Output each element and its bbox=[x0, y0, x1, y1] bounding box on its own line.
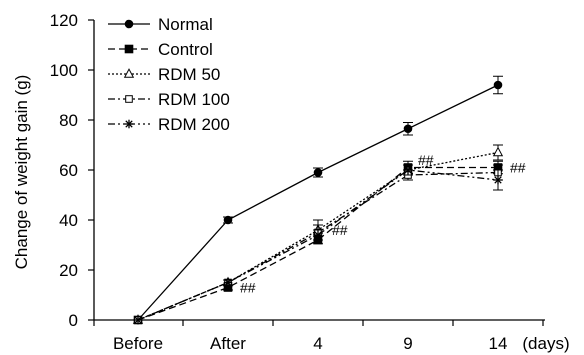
significance-annotation: ## bbox=[332, 222, 348, 238]
data-point bbox=[313, 168, 323, 177]
data-point bbox=[223, 215, 233, 225]
data-point-stroke bbox=[314, 231, 322, 239]
series-line bbox=[137, 169, 499, 321]
legend-marker bbox=[124, 44, 134, 54]
x-tick-label: 4 bbox=[313, 334, 322, 353]
data-point-stroke bbox=[404, 166, 412, 174]
legend-marker bbox=[123, 68, 135, 78]
y-axis-title: Change of weight gain (g) bbox=[12, 75, 31, 270]
legend-label: Normal bbox=[158, 15, 213, 34]
data-point bbox=[223, 278, 233, 287]
x-tick-label: 9 bbox=[403, 334, 412, 353]
data-point-stroke bbox=[494, 176, 502, 184]
data-point bbox=[493, 175, 503, 185]
y-tick-label: 120 bbox=[50, 11, 78, 30]
legend-marker bbox=[125, 95, 133, 103]
legend-marker bbox=[124, 119, 134, 129]
data-point bbox=[133, 315, 143, 325]
series-line bbox=[137, 166, 498, 321]
annotations: ## ## ## ## bbox=[240, 152, 526, 296]
data-point-stroke bbox=[134, 316, 142, 324]
x-tick-label: After bbox=[210, 334, 246, 353]
x-tick-label: Before bbox=[113, 334, 163, 353]
legend-label: Control bbox=[158, 40, 213, 59]
x-axis-unit-label: (days) bbox=[522, 334, 569, 353]
y-tick-label: 100 bbox=[50, 61, 78, 80]
significance-annotation: ## bbox=[510, 160, 526, 176]
legend-label: RDM 200 bbox=[158, 115, 230, 134]
series-rdm-200 bbox=[133, 164, 503, 325]
series-line bbox=[137, 171, 499, 321]
legend-label: RDM 100 bbox=[158, 90, 230, 109]
legend-marker bbox=[124, 19, 134, 29]
data-point bbox=[492, 146, 504, 157]
data-point-stroke bbox=[224, 278, 232, 287]
significance-annotation: ## bbox=[418, 152, 434, 168]
y-tick-label: 0 bbox=[69, 311, 78, 330]
legend: Normal Control RDM 50 RDM 100 RDM 200 bbox=[108, 15, 230, 134]
series-control bbox=[133, 160, 503, 325]
data-point bbox=[493, 80, 503, 90]
data-point bbox=[403, 165, 413, 175]
y-tick-label: 40 bbox=[59, 211, 78, 230]
data-point bbox=[403, 124, 413, 134]
y-tick-label: 60 bbox=[59, 161, 78, 180]
axes: 0 20 40 60 80 100 120 Before After 4 9 14 bbox=[50, 11, 545, 353]
series-layer bbox=[132, 75, 504, 325]
y-tick-label: 80 bbox=[59, 111, 78, 130]
y-tick-label: 20 bbox=[59, 261, 78, 280]
series-normal bbox=[133, 75, 503, 325]
x-tick-label: 14 bbox=[489, 334, 508, 353]
legend-marker-stroke bbox=[125, 120, 133, 128]
legend-label: RDM 50 bbox=[158, 65, 220, 84]
significance-annotation: ## bbox=[240, 280, 256, 296]
data-point bbox=[313, 230, 323, 240]
